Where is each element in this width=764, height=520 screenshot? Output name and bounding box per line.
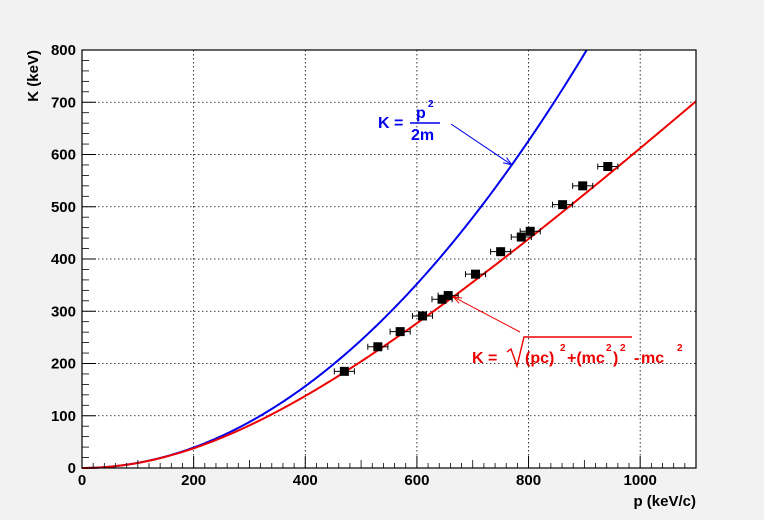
data-point — [516, 232, 526, 242]
classical-formula-annotation: K = p 2 2m — [378, 99, 440, 144]
classical-formula-lhs: K = — [378, 115, 403, 132]
data-point — [417, 311, 427, 321]
y-tick-label: 300 — [51, 303, 76, 320]
classical-formula-arrow — [450, 123, 514, 166]
y-tick-label: 200 — [51, 356, 76, 373]
classical-formula-denominator: 2m — [411, 127, 434, 144]
data-point — [437, 294, 447, 304]
relativistic-formula-annotation: K = (pc) 2 +(mc 2 ) 2 - mc 2 — [472, 336, 683, 369]
x-tick-label: 1000 — [623, 472, 656, 489]
relativistic-formula-arrow — [451, 296, 521, 333]
grid — [82, 50, 696, 468]
data-point — [443, 291, 453, 301]
relativistic-formula-radical-sign — [506, 336, 632, 369]
y-tick-label: 700 — [51, 94, 76, 111]
relativistic-arrow-shaft — [452, 296, 521, 333]
y-tick-label: 100 — [51, 408, 76, 425]
classical-formula-numerator: p — [416, 105, 426, 122]
relativistic-formula-term-mc-close: ) — [613, 350, 618, 367]
data-point — [578, 181, 588, 191]
y-tick-label: 800 — [51, 42, 76, 59]
relativistic-formula-lhs: K = — [472, 350, 497, 367]
tick-labels: 0 200 400 600 800 1000 0 100 200 300 400 500 600 700 8… — [51, 42, 657, 489]
relativistic-curve — [81, 100, 697, 469]
relativistic-formula-term-mc-inner-exponent: 2 — [606, 343, 612, 354]
y-tick-label: 400 — [51, 251, 76, 268]
relativistic-formula-rest-energy-exponent: 2 — [677, 343, 683, 354]
x-tick-label: 600 — [404, 472, 429, 489]
x-axis-title: p (keV/c) — [633, 493, 696, 510]
ticks — [81, 49, 697, 469]
x-tick-label: 800 — [516, 472, 541, 489]
data-point — [339, 366, 349, 376]
plot-background — [82, 50, 696, 468]
classical-arrow-head — [502, 157, 514, 166]
data-point — [395, 327, 405, 337]
curves — [81, 49, 697, 469]
x-tick-label: 200 — [181, 472, 206, 489]
relativistic-formula-rest-energy: mc — [641, 350, 664, 367]
y-tick-label: 600 — [51, 147, 76, 164]
y-tick-label: 500 — [51, 199, 76, 216]
relativistic-formula-minus: - — [634, 350, 639, 367]
data-point — [525, 226, 535, 236]
y-tick-label: 0 — [68, 460, 76, 477]
data-point — [471, 269, 481, 279]
relativistic-formula-term-mc-exponent: 2 — [620, 343, 626, 354]
data-point — [558, 200, 568, 210]
classical-arrow-shaft — [450, 123, 513, 166]
classical-formula-numerator-exponent: 2 — [428, 99, 434, 110]
data-point — [373, 342, 383, 352]
data-point — [496, 247, 506, 257]
y-axis-title: K (keV) — [25, 50, 42, 102]
data-points — [333, 162, 619, 376]
x-tick-label: 400 — [293, 472, 318, 489]
relativistic-formula-term-mc: +(mc — [567, 350, 605, 367]
relativistic-formula-term-pc: (pc) — [525, 350, 554, 367]
relativistic-arrow-head — [451, 296, 463, 304]
relativistic-formula-term-pc-exponent: 2 — [560, 343, 566, 354]
x-tick-label: 0 — [78, 472, 86, 489]
data-point — [603, 162, 613, 172]
